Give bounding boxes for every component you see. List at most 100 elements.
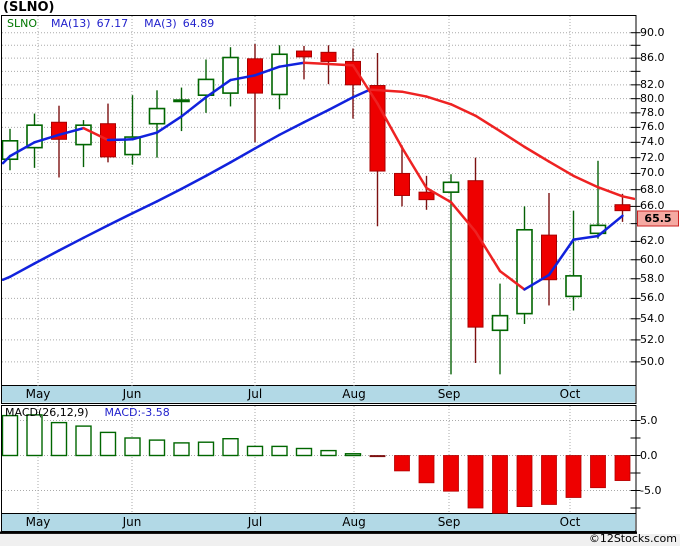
- copyright-label: ©12Stocks.com: [588, 532, 677, 545]
- macd-bar: [516, 455, 533, 507]
- macd-bar: [590, 455, 606, 489]
- ma-segment: [572, 174, 600, 189]
- macd-bar: [75, 425, 92, 457]
- ma-segment: [278, 121, 306, 137]
- candle-body: [345, 60, 361, 86]
- price-axis-label: 80.0: [640, 91, 665, 105]
- ma-segment: [180, 96, 208, 118]
- price-axis-label: 58.0: [640, 271, 665, 285]
- macd-bar: [50, 421, 68, 457]
- month-label: Jul: [247, 515, 263, 529]
- symbol-label: SLNO: [7, 17, 37, 30]
- macd-bar: [197, 441, 215, 457]
- macd-bar: [124, 437, 141, 457]
- macd-bar: [222, 438, 239, 457]
- ma-segment: [253, 65, 281, 77]
- macd-bar: [369, 455, 386, 458]
- candle-body: [296, 50, 312, 58]
- price-axis-label: 70.0: [640, 166, 665, 180]
- macd-bar: [418, 455, 435, 484]
- ma-segment: [155, 187, 183, 203]
- ma-segment: [8, 141, 36, 158]
- macd-bar: [271, 445, 288, 457]
- price-axis-label: 60.0: [640, 252, 665, 266]
- month-label: Sep: [437, 515, 461, 529]
- ma-segment: [596, 214, 624, 238]
- macd-bar: [492, 455, 508, 514]
- ma-segment: [33, 249, 61, 265]
- ma-segment: [351, 64, 379, 105]
- candle-body: [614, 204, 631, 212]
- ma-segment: [523, 273, 551, 291]
- macd-params-label: MACD(26,12,9): [5, 406, 89, 419]
- candle-body: [271, 53, 288, 96]
- candle-body: [442, 181, 460, 193]
- macd-month-strip: [2, 514, 635, 531]
- main-chart-box: [1, 15, 637, 404]
- ma-segment: [57, 126, 85, 137]
- ma-segment: [572, 234, 600, 241]
- ma3-value: 64.89: [182, 17, 215, 30]
- macd-bar: [443, 455, 459, 492]
- month-label: Oct: [559, 515, 581, 529]
- candle-body: [148, 107, 166, 125]
- candle-body: [565, 275, 582, 298]
- macd-bar: [320, 449, 337, 457]
- price-axis-label: 90.0: [640, 25, 665, 39]
- macd-axis-label: 0.0: [640, 448, 658, 462]
- macd-box: [1, 405, 637, 532]
- ma-segment: [106, 138, 134, 142]
- candle-body: [222, 56, 239, 94]
- ma-segment: [82, 224, 110, 240]
- ma-segment: [302, 108, 330, 124]
- ma-segment: [204, 78, 232, 99]
- ma-segment: [498, 129, 526, 149]
- candle-body: [394, 172, 410, 196]
- ma-segment: [2, 275, 12, 281]
- price-axis-label: 52.0: [640, 332, 665, 346]
- macd-bar: [26, 414, 43, 457]
- main-month-strip: [2, 386, 635, 403]
- ma-segment: [229, 147, 257, 164]
- candle-body: [369, 85, 386, 172]
- ma-segment: [621, 195, 635, 201]
- month-label: Sep: [437, 387, 461, 401]
- ma-segment: [155, 115, 183, 134]
- month-label: May: [25, 515, 51, 529]
- footer-bar: [0, 534, 680, 546]
- macd-axis-label: 5.0: [640, 413, 658, 427]
- month-label: Aug: [342, 515, 366, 529]
- ma-segment: [180, 174, 208, 191]
- ma-segment: [449, 103, 477, 117]
- macd-bar: [173, 442, 190, 457]
- ma-segment: [425, 186, 453, 204]
- price-axis-label: 66.0: [640, 199, 665, 213]
- page-title: (SLNO): [3, 0, 55, 15]
- macd-bar: [148, 439, 166, 457]
- ma-segment: [106, 211, 134, 227]
- price-axis-label: 62.0: [640, 234, 665, 248]
- month-label: Jul: [247, 387, 263, 401]
- ma-segment: [400, 146, 428, 190]
- last-price-marker-label: 65.5: [644, 212, 672, 225]
- ma-segment: [547, 238, 575, 277]
- macd-axis-label: -5.0: [640, 483, 662, 497]
- ma-segment: [278, 61, 306, 68]
- price-axis-label: 54.0: [640, 311, 665, 325]
- candle-body: [124, 136, 141, 156]
- macd-legend: MACD(26,12,9) MACD:-3.58: [5, 406, 170, 419]
- macd-bar: [541, 455, 557, 505]
- ma-segment: [229, 74, 257, 82]
- macd-bar: [467, 455, 484, 509]
- price-axis-label: 72.0: [640, 150, 665, 164]
- macd-bar: [344, 453, 362, 457]
- macd-bar: [99, 431, 117, 457]
- month-label: Jun: [122, 515, 142, 529]
- ma13-value: 67.17: [96, 17, 129, 30]
- ma-segment: [131, 200, 159, 215]
- ma-segment: [523, 145, 551, 163]
- ma-segment: [8, 262, 36, 279]
- ma-segment: [82, 126, 110, 142]
